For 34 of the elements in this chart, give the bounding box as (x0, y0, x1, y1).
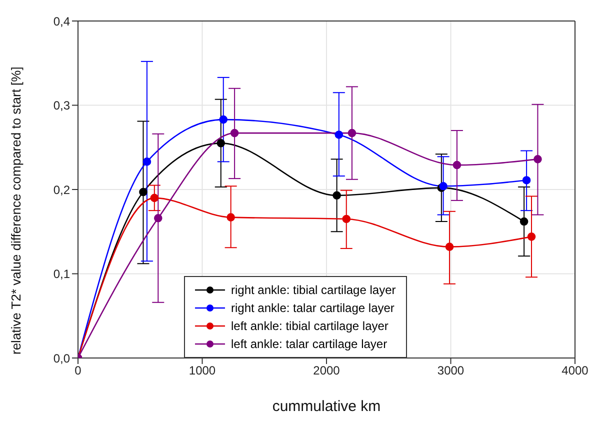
legend-label: left ankle: talar cartilage layer (231, 337, 388, 351)
x-tick-label: 2000 (313, 364, 340, 378)
point (527, 232, 536, 241)
point (216, 139, 226, 148)
x-axis-title: cummulative km (272, 398, 381, 415)
point (154, 214, 162, 222)
y-axis-title: relative T2* value difference compared to start [%] (8, 66, 24, 354)
point (230, 128, 239, 138)
point (142, 158, 152, 166)
y-tick-label: 0,4 (53, 14, 70, 28)
point (334, 130, 344, 139)
legend-label: right ankle: talar cartilage layer (231, 301, 394, 315)
y-tick-label: 0,0 (53, 351, 70, 366)
y-tick-label: 0,3 (53, 98, 70, 113)
point (332, 191, 341, 200)
point (520, 217, 528, 226)
x-tick-label: 3000 (437, 364, 464, 378)
x-tick-label: 1000 (188, 364, 216, 378)
point (226, 213, 235, 222)
legend-label: right ankle: tibial cartilage layer (231, 283, 396, 297)
x-tick-label: 0 (74, 364, 82, 378)
point (219, 115, 228, 124)
point (342, 214, 351, 224)
point (139, 188, 148, 196)
point (445, 242, 454, 251)
y-tick-label: 0,2 (53, 182, 70, 197)
point (522, 176, 531, 184)
legend-label: left ankle: tibial cartilage layer (231, 319, 388, 333)
x-tick-label: 4000 (562, 364, 589, 378)
point (348, 128, 356, 138)
point (534, 155, 542, 164)
point (452, 160, 462, 170)
point (150, 194, 159, 202)
y-tick-label: 0,1 (53, 267, 70, 282)
